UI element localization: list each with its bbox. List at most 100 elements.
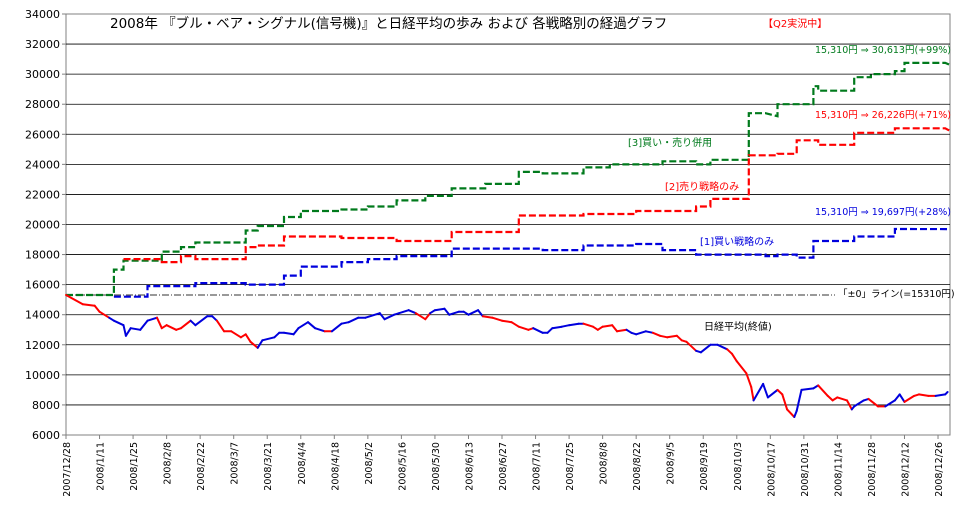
x-tick-label: 2008/4/18: [330, 442, 341, 491]
nikkei-segment: [800, 387, 815, 391]
x-tick-label: 2008/8/22: [632, 442, 643, 491]
nikkei-segment: [481, 315, 494, 319]
nikkei-segment: [644, 330, 654, 334]
x-tick-label: 2008/3/7: [230, 442, 241, 485]
y-tick-label: 10000: [25, 369, 60, 382]
y-tick-label: 34000: [25, 8, 60, 21]
x-tick-label: 2008/10/3: [733, 442, 744, 491]
series-line-buy_only: [113, 227, 951, 298]
nikkei-segment: [491, 316, 503, 322]
nikkei-segment: [568, 322, 580, 327]
buy-only-series-label: [1]買い戦略のみ: [700, 235, 774, 248]
nikkei-segment: [433, 307, 446, 312]
nikkei-segment: [846, 399, 853, 411]
nikkei-segment: [616, 328, 628, 333]
y-tick-label: 22000: [25, 188, 60, 201]
nikkei-segment: [659, 334, 669, 339]
nikkei-segment: [292, 327, 300, 336]
nikkei-segment: [378, 312, 386, 321]
nikkei-segment: [853, 399, 865, 408]
nikkei-segment: [283, 331, 295, 336]
nikkei-segment: [546, 327, 554, 334]
nikkei-segment: [330, 322, 343, 333]
nikkei-segment: [752, 382, 765, 402]
nikkei-segment: [560, 324, 571, 328]
nikkei-segment: [424, 312, 432, 321]
buy-sell-series-label: [3]買い・売り併用: [628, 136, 712, 149]
nikkei-segment: [156, 316, 163, 330]
y-tick-label: 8000: [32, 399, 60, 412]
x-tick-label: 2008/5/16: [397, 442, 408, 491]
nikkei-segment: [112, 319, 125, 327]
nikkei-segment: [364, 312, 381, 319]
nikkei-segment: [551, 325, 563, 330]
nikkei-segment: [194, 315, 209, 327]
nikkei-segment: [635, 330, 647, 336]
grid-lines: [66, 43, 950, 406]
nikkei-segment: [273, 331, 281, 339]
nikkei-series-label: 日経平均(終値): [704, 320, 772, 333]
x-tick-label: 2008/6/13: [464, 442, 475, 491]
nikkei-segment: [582, 322, 594, 328]
nikkei-segment: [297, 321, 309, 330]
x-axis-ticks: 2007/12/28 2008/1/11 2008/1/25 2008/2/8 2008…: [62, 435, 945, 497]
nikkei-segment: [98, 310, 111, 319]
nikkei-segment: [340, 321, 350, 325]
nikkei-segment: [817, 384, 829, 397]
nikkei-segment: [651, 331, 662, 337]
nikkei-segment: [836, 396, 848, 402]
nikkei-segment: [189, 319, 197, 327]
nikkei-segment: [903, 394, 916, 403]
nikkei-segment: [750, 385, 755, 402]
x-tick-label: 2008/7/25: [565, 442, 576, 491]
x-tick-label: 2008/9/5: [666, 442, 677, 485]
buy-only-result-label: 15,310円 ⇒ 19,697円(+28%): [815, 207, 951, 218]
series-group: [66, 61, 951, 298]
nikkei-segment: [745, 372, 753, 388]
nikkei-segment: [716, 343, 729, 351]
nikkei-segment: [776, 388, 784, 396]
nikkei-segment: [443, 307, 451, 316]
nikkei-segment: [467, 309, 480, 316]
nikkei-segment: [146, 316, 158, 322]
nikkei-segment: [666, 334, 678, 339]
nikkei-segment: [256, 339, 264, 349]
nikkei-segment: [893, 393, 901, 402]
nikkei-segment: [314, 327, 326, 333]
nikkei-segment: [781, 393, 789, 411]
x-tick-label: 2008/4/4: [297, 442, 308, 485]
y-tick-label: 16000: [25, 279, 60, 292]
nikkei-segment: [124, 327, 132, 337]
buy-sell-result-label: 15,310円 ⇒ 30,613円(+99%): [815, 45, 951, 56]
x-tick-label: 2007/12/28: [62, 442, 73, 497]
series-line-buy_sell: [66, 61, 951, 297]
x-tick-label: 2008/5/2: [364, 442, 375, 485]
sell-only-result-label: 15,310円 ⇒ 26,226円(+71%): [815, 110, 951, 121]
x-tick-label: 2008/6/27: [498, 442, 509, 491]
nikkei-segment: [215, 319, 226, 333]
x-tick-label: 2008/10/17: [766, 442, 777, 497]
y-tick-label: 28000: [25, 98, 60, 111]
y-tick-label: 12000: [25, 339, 60, 352]
nikkei-segment: [93, 304, 101, 313]
sell-only-series-label: [2]売り戦略のみ: [665, 180, 739, 193]
x-tick-label: 2008/1/11: [96, 442, 107, 491]
nikkei-segment: [532, 327, 544, 334]
nikkei-segment: [230, 330, 242, 339]
nikkei-segment: [448, 310, 460, 316]
nikkei-segment: [244, 333, 252, 343]
x-tick-label: 2008/12/26: [934, 442, 945, 497]
nikkei-segment: [517, 325, 530, 331]
nikkei-segment: [601, 324, 614, 328]
nikkei-segment: [786, 408, 796, 418]
nikkei-segment: [165, 324, 178, 331]
x-tick-label: 2008/8/8: [599, 442, 610, 485]
nikkei-segment: [726, 348, 733, 355]
nikkei-segment: [867, 397, 880, 408]
nikkei-segment: [407, 309, 417, 315]
nikkei-segment: [139, 319, 149, 331]
x-tick-label: 2008/10/31: [800, 442, 811, 497]
nikkei-segment: [414, 312, 427, 321]
y-tick-label: 30000: [25, 68, 60, 81]
